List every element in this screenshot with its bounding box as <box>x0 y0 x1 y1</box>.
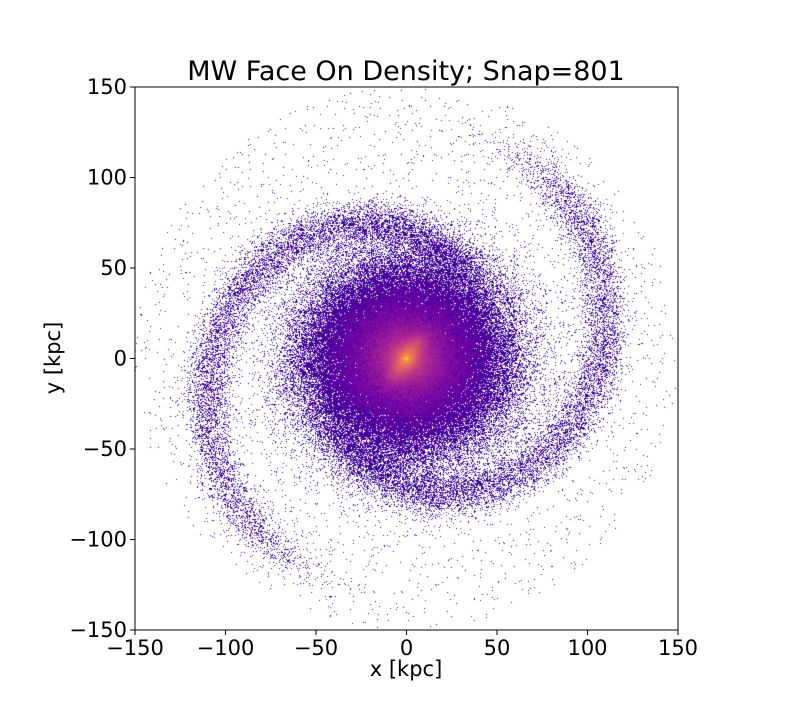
density-image <box>135 87 678 630</box>
y-tick-label: 150 <box>87 75 127 99</box>
y-axis-ticks: −150 −100 −50 0 50 100 150 <box>69 75 135 642</box>
x-tick-label: 100 <box>567 636 607 660</box>
x-axis-ticks: −150 −100 −50 0 50 100 150 <box>106 630 698 660</box>
x-tick-label: 150 <box>658 636 698 660</box>
y-tick-label: −150 <box>69 618 127 642</box>
x-tick-label: 0 <box>400 636 413 660</box>
density-map <box>135 87 678 630</box>
x-tick-label: −50 <box>294 636 338 660</box>
x-tick-label: −100 <box>197 636 255 660</box>
x-axis-label: x [kpc] <box>370 657 443 681</box>
chart-title: MW Face On Density; Snap=801 <box>187 56 625 87</box>
y-tick-label: −100 <box>69 528 127 552</box>
x-tick-label: −150 <box>106 636 164 660</box>
y-tick-label: −50 <box>83 437 127 461</box>
x-tick-label: 50 <box>484 636 511 660</box>
y-tick-label: 50 <box>100 256 127 280</box>
y-tick-label: 0 <box>114 347 127 371</box>
y-axis-label: y [kpc] <box>41 322 65 395</box>
y-tick-label: 100 <box>87 166 127 190</box>
